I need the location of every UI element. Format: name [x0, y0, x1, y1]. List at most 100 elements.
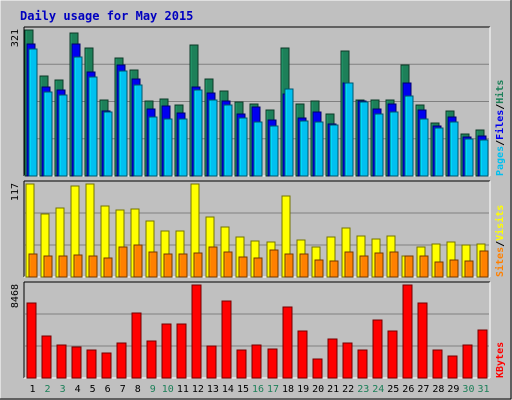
bar-pages-day-13: [208, 99, 218, 177]
x-tick-label-day-20: 20: [312, 384, 324, 395]
bar-kbytes-day-5: [86, 349, 97, 379]
bar-sites-day-14: [223, 251, 233, 278]
bar-pages-day-2: [43, 91, 53, 177]
legend-separator: /: [495, 140, 506, 146]
bar-kbytes-day-11: [176, 323, 187, 379]
x-tick-label-day-3: 3: [60, 384, 66, 395]
x-tick-label-day-11: 11: [177, 384, 189, 395]
bar-pages-day-12: [193, 89, 203, 177]
legend-item-kbytes: KBytes: [495, 342, 506, 378]
bar-sites-day-12: [193, 252, 203, 278]
panel-kbytes: 8468 KBytes: [10, 281, 506, 379]
bar-kbytes-day-1: [26, 302, 37, 379]
x-tick-label-day-29: 29: [447, 384, 459, 395]
bar-kbytes-day-8: [131, 312, 142, 379]
bar-sites-day-11: [178, 253, 188, 278]
bar-kbytes-day-26: [402, 284, 413, 379]
bar-kbytes-day-25: [387, 330, 398, 379]
bar-pages-day-22: [344, 82, 354, 177]
bar-pages-day-19: [299, 120, 309, 177]
legend-item-files: Files: [494, 110, 506, 140]
bar-pages-day-20: [314, 121, 324, 177]
bar-sites-day-2: [43, 255, 53, 278]
x-tick-label-day-14: 14: [222, 384, 234, 395]
x-tick-label-day-27: 27: [417, 384, 429, 395]
bar-sites-day-18: [284, 253, 294, 278]
bar-pages-day-7: [118, 70, 128, 177]
bar-kbytes-day-12: [191, 284, 202, 379]
bar-pages-day-14: [223, 104, 233, 177]
bar-pages-day-25: [389, 111, 399, 177]
bar-sites-day-30: [464, 260, 474, 278]
legend-item-sites: Sites: [494, 247, 506, 277]
bar-sites-day-4: [73, 254, 83, 278]
bar-kbytes-day-21: [327, 338, 338, 379]
bar-kbytes-day-28: [432, 349, 443, 379]
bar-kbytes-day-19: [297, 330, 308, 379]
bar-pages-day-4: [73, 56, 83, 177]
bar-kbytes-day-2: [41, 335, 52, 379]
bar-sites-day-29: [449, 259, 459, 278]
y-max-label: 321: [10, 29, 21, 47]
x-tick-label-day-10: 10: [162, 384, 174, 395]
bar-pages-day-16: [253, 121, 263, 177]
x-tick-label-day-21: 21: [327, 384, 339, 395]
bar-sites-day-15: [238, 256, 248, 278]
bar-sites-day-23: [359, 255, 369, 278]
bar-pages-day-6: [103, 111, 113, 177]
y-max-label: 8468: [10, 284, 21, 308]
x-tick-label-day-6: 6: [105, 384, 111, 395]
bar-kbytes-day-23: [357, 349, 368, 379]
x-tick-label-day-4: 4: [75, 384, 81, 395]
x-tick-label-day-1: 1: [30, 384, 36, 395]
bar-kbytes-day-13: [206, 345, 217, 379]
bar-pages-day-26: [404, 95, 414, 177]
x-tick-label-day-28: 28: [432, 384, 444, 395]
legend-visits-sites: Sites/Visits: [494, 205, 506, 277]
bar-sites-day-19: [299, 253, 309, 278]
bar-kbytes-day-27: [417, 302, 428, 379]
x-axis-labels: 1 2 3 4 5 6 7 8 9 10 11 12 13 14 15 16 17 18 19 20 21 22 23 24 2…: [30, 384, 490, 395]
legend-separator: /: [495, 241, 506, 247]
bar-kbytes-day-31: [477, 329, 488, 379]
bar-kbytes-day-3: [56, 344, 67, 379]
bar-pages-day-9: [148, 116, 158, 177]
bar-sites-day-1: [28, 253, 38, 278]
legend-item-pages: Pages: [495, 146, 506, 176]
legend-kbytes: KBytes: [495, 342, 506, 378]
bar-kbytes-day-22: [342, 342, 353, 379]
bar-pages-day-1: [28, 48, 38, 177]
legend-item-hits: Hits: [494, 80, 506, 104]
x-tick-label-day-26: 26: [402, 384, 414, 395]
legend-hits-files-pages: Pages/Files/Hits: [494, 80, 506, 176]
bar-kbytes-day-4: [71, 346, 82, 379]
panel-visits-sites: 117 Sites/Visits: [10, 180, 506, 278]
bar-sites-day-3: [58, 255, 68, 278]
bar-sites-day-20: [314, 259, 324, 278]
bar-pages-day-17: [269, 125, 279, 177]
chart-title: Daily usage for May 2015: [20, 9, 193, 23]
bar-pages-day-29: [449, 121, 459, 177]
bar-sites-day-26: [404, 255, 414, 278]
bar-kbytes-day-20: [312, 358, 323, 379]
bar-sites-day-7: [118, 246, 128, 278]
bar-kbytes-day-16: [251, 344, 262, 379]
x-tick-label-day-15: 15: [237, 384, 249, 395]
bar-sites-day-25: [389, 251, 399, 278]
bar-sites-day-17: [269, 249, 279, 278]
bar-kbytes-day-30: [462, 344, 473, 379]
bar-sites-day-27: [419, 255, 429, 278]
bar-pages-day-30: [464, 138, 474, 177]
x-tick-label-day-25: 25: [387, 384, 399, 395]
bar-pages-day-5: [88, 76, 98, 177]
bar-sites-day-6: [103, 257, 113, 278]
bar-pages-day-27: [419, 118, 429, 177]
x-tick-label-day-31: 31: [477, 384, 489, 395]
bar-pages-day-10: [163, 118, 173, 177]
bar-kbytes-day-17: [267, 348, 278, 379]
x-tick-label-day-30: 30: [462, 384, 474, 395]
x-tick-label-day-7: 7: [120, 384, 126, 395]
x-tick-label-day-8: 8: [135, 384, 141, 395]
y-max-label: 117: [10, 183, 21, 201]
bar-sites-day-24: [374, 252, 384, 278]
